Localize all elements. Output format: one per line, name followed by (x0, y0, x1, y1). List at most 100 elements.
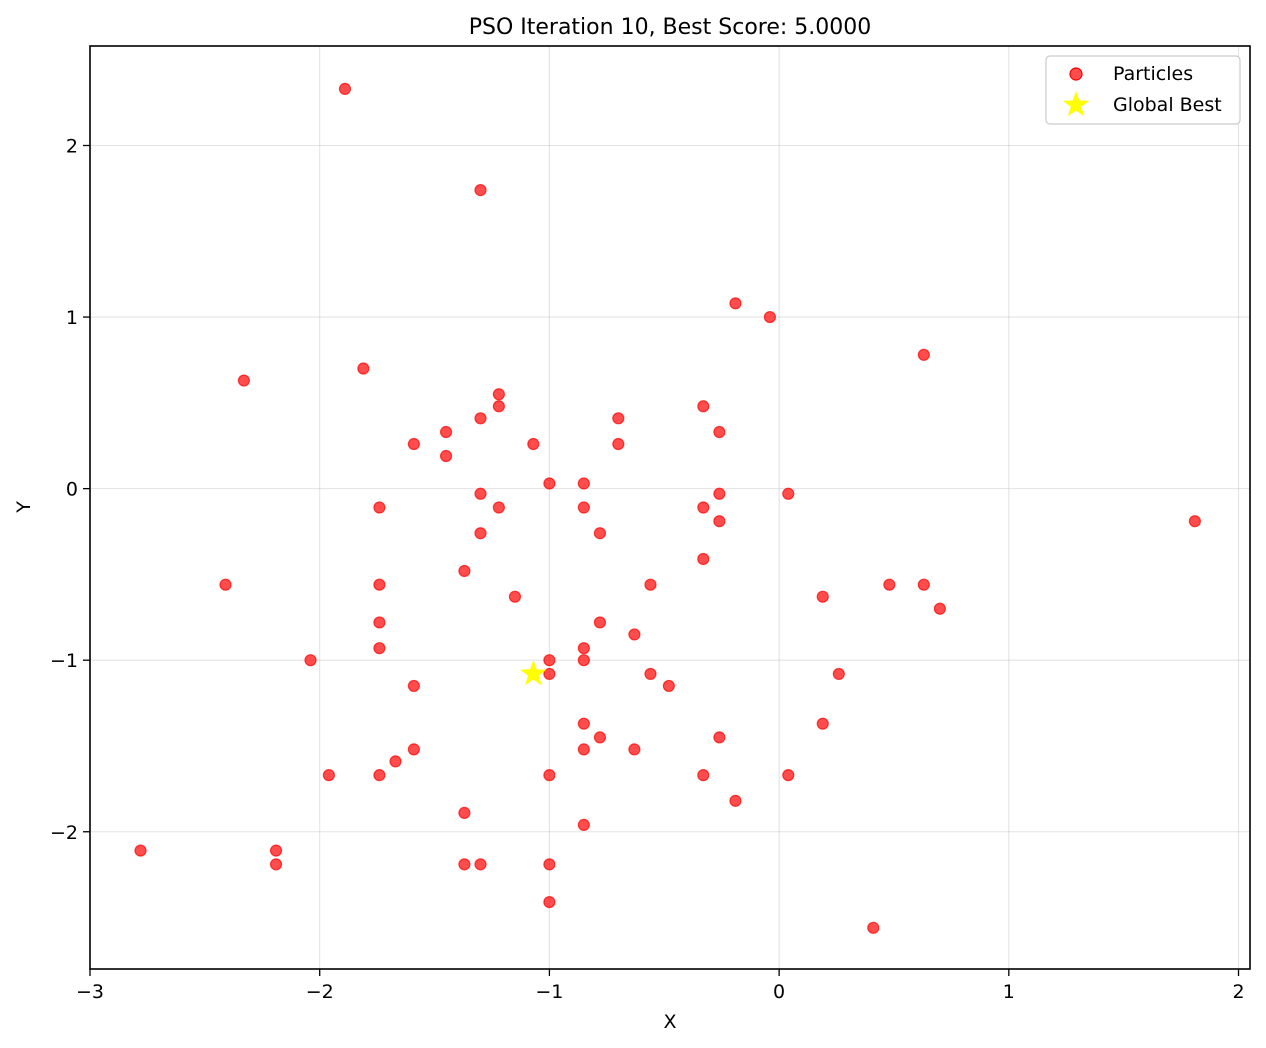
particle-point (373, 769, 386, 782)
particle-point (697, 400, 710, 413)
y-tick-label: 1 (66, 307, 78, 329)
particle-point (628, 743, 641, 756)
particle-point (832, 667, 845, 681)
legend-global-best-label: Global Best (1113, 94, 1222, 116)
particle-point (543, 654, 556, 667)
particle-point (577, 654, 590, 667)
y-tick-label: 2 (66, 136, 78, 158)
chart-title: PSO Iteration 10, Best Score: 5.0000 (469, 15, 872, 40)
particle-point (917, 348, 930, 361)
particle-point (729, 794, 742, 807)
particle-point (474, 184, 487, 197)
particle-point (458, 564, 471, 578)
particle-point (662, 679, 675, 693)
x-tick-label: −1 (535, 981, 563, 1003)
particle-point (543, 769, 556, 782)
particle-point (269, 844, 283, 857)
particle-point (867, 921, 880, 934)
particle-point (492, 400, 505, 413)
y-tick-label: −2 (50, 822, 78, 844)
particle-point (612, 412, 625, 425)
particle-point (577, 717, 590, 730)
particle-point (577, 818, 590, 831)
particle-point (713, 425, 726, 439)
axis-ticks: −3 −2 −1 0 1 2 −2 −1 0 1 2 (50, 136, 1245, 1003)
global-best-layer (520, 659, 547, 686)
legend: Particles Global Best (1045, 55, 1241, 125)
grid-lines (89, 46, 1250, 969)
particle-point (474, 858, 487, 871)
particle-point (389, 755, 402, 768)
particle-point (439, 449, 453, 463)
particle-point (577, 743, 590, 756)
particle-point (644, 578, 657, 591)
y-tick-label: −1 (50, 650, 78, 672)
particle-point (338, 82, 352, 95)
x-tick-label: −3 (76, 981, 104, 1003)
particles-layer (134, 82, 1201, 934)
particle-point (628, 628, 641, 641)
particle-point (713, 731, 726, 744)
particle-point (439, 425, 453, 439)
particle-point (713, 487, 726, 500)
particle-point (593, 731, 607, 744)
particle-point (508, 590, 522, 603)
particle-point (577, 642, 590, 655)
particle-point (577, 501, 590, 514)
particle-point (782, 487, 795, 500)
particle-point (527, 437, 540, 451)
particle-point (219, 578, 232, 591)
particle-point (644, 667, 657, 681)
particle-point (458, 858, 471, 871)
particle-point (474, 412, 487, 425)
particle-point (474, 487, 487, 500)
particle-point (933, 602, 947, 615)
particle-point (407, 679, 420, 693)
y-tick-label: 0 (66, 479, 78, 501)
particle-point (763, 310, 777, 324)
particle-point (458, 806, 471, 819)
particle-point (697, 501, 710, 514)
particle-point (593, 616, 607, 629)
plot-frame (89, 45, 1251, 970)
particle-point (593, 527, 607, 540)
particle-point (357, 362, 370, 375)
particle-point (697, 552, 710, 566)
particle-point (373, 616, 386, 629)
x-tick-label: 1 (1003, 981, 1015, 1003)
particle-point (407, 437, 420, 451)
legend-particles-marker (1069, 67, 1083, 81)
y-axis-label: Y (13, 501, 35, 514)
particle-point (237, 374, 251, 387)
particle-point (373, 642, 386, 655)
particle-point (729, 297, 742, 310)
particle-point (816, 590, 829, 603)
x-tick-label: 2 (1232, 981, 1244, 1003)
particle-point (543, 858, 556, 871)
particle-point (134, 844, 147, 857)
x-axis-label: X (663, 1011, 676, 1033)
particle-point (612, 437, 625, 451)
particle-point (304, 654, 317, 667)
legend-particles-label: Particles (1113, 63, 1193, 85)
particle-point (543, 667, 556, 681)
particle-point (492, 501, 505, 514)
particle-point (1188, 515, 1201, 528)
particle-point (492, 388, 505, 401)
particle-point (917, 578, 930, 591)
legend-global-best-marker (1062, 91, 1090, 117)
particle-point (269, 858, 283, 871)
particle-point (322, 769, 335, 782)
particle-point (407, 743, 420, 756)
particle-point (816, 717, 829, 730)
particle-point (373, 578, 386, 591)
global-best-point (520, 659, 547, 686)
particle-point (577, 477, 590, 490)
particle-point (543, 477, 556, 490)
particle-point (474, 527, 487, 540)
x-tick-label: −2 (306, 981, 334, 1003)
x-tick-label: 0 (773, 981, 785, 1003)
particle-point (883, 578, 896, 591)
